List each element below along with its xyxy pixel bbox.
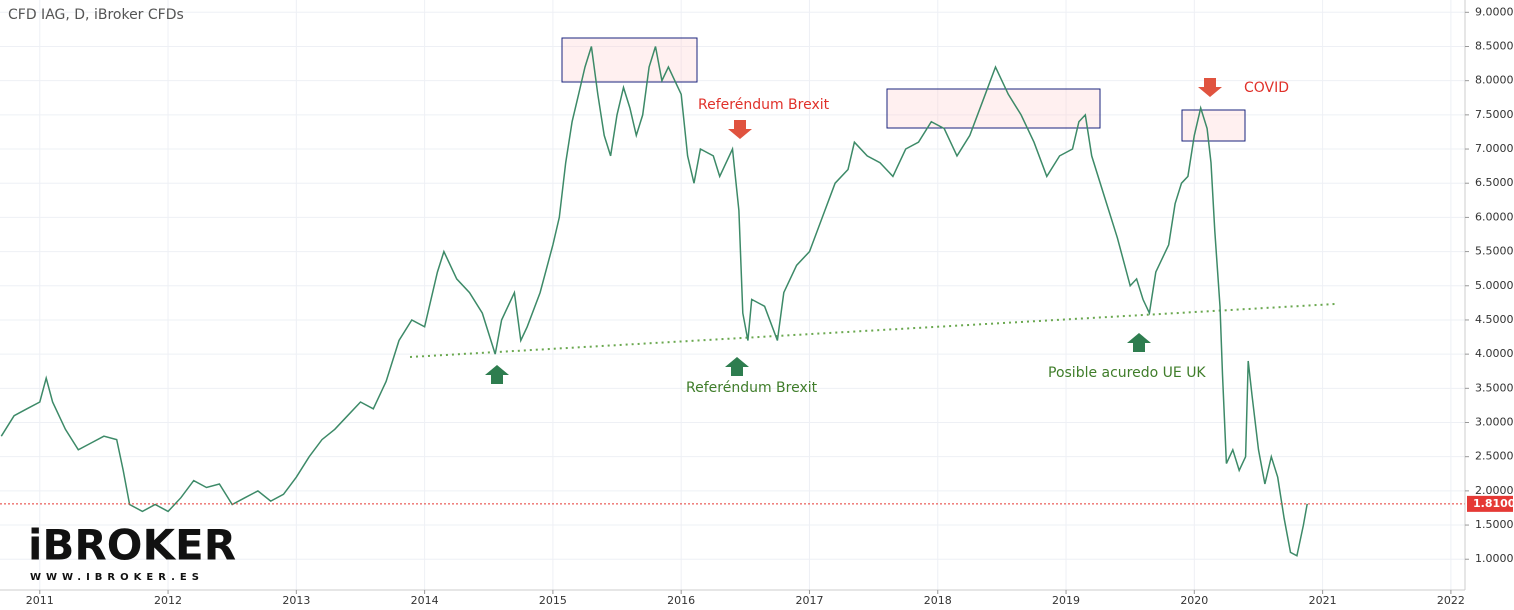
- trend-line: [409, 303, 1336, 358]
- chart-title: CFD IAG, D, iBroker CFDs: [8, 7, 184, 23]
- y-tick-label: 4.0000: [1475, 347, 1514, 360]
- y-tick-label: 6.0000: [1475, 210, 1514, 223]
- y-tick-label: 3.5000: [1475, 381, 1514, 394]
- last-price-label: 1.8100: [1473, 497, 1514, 510]
- y-tick-label: 7.0000: [1475, 142, 1514, 155]
- up-arrow: [725, 357, 749, 376]
- y-tick-label: 2.5000: [1475, 450, 1514, 463]
- x-tick-label: 2012: [154, 594, 182, 607]
- x-tick-label: 2013: [282, 594, 310, 607]
- down-arrow: [728, 120, 752, 139]
- x-tick-label: 2020: [1180, 594, 1208, 607]
- y-tick-label: 8.5000: [1475, 39, 1514, 52]
- y-tick-label: 4.5000: [1475, 313, 1514, 326]
- annotation: Referéndum Brexit: [698, 97, 830, 113]
- up-arrow: [1127, 333, 1151, 352]
- price-line: [0, 46, 1308, 557]
- y-tick-label: 6.5000: [1475, 176, 1514, 189]
- annotation: COVID: [1244, 80, 1289, 96]
- y-tick-label: 1.0000: [1475, 552, 1514, 565]
- y-tick-label: 9.0000: [1475, 5, 1514, 18]
- annotation: Referéndum Brexit: [686, 380, 818, 396]
- last-price-box: [1467, 495, 1513, 512]
- x-tick-label: 2018: [924, 594, 952, 607]
- plot: [0, 46, 1465, 557]
- arrows: [485, 78, 1222, 384]
- x-tick-label: 2021: [1309, 594, 1337, 607]
- resistance-zone: [886, 88, 1101, 129]
- x-tick-label: 2016: [667, 594, 695, 607]
- y-tick-label: 1.5000: [1475, 518, 1514, 531]
- x-tick-label: 2019: [1052, 594, 1080, 607]
- logo-url: WWW.IBROKER.ES: [30, 572, 204, 583]
- y-tick-label: 5.5000: [1475, 245, 1514, 258]
- y-tick-label: 5.0000: [1475, 279, 1514, 292]
- x-tick-label: 2022: [1437, 594, 1465, 607]
- axes: 1.0000 1.5000 2.0000 2.5000 3.0000 3.5000 4.00…: [26, 5, 1514, 607]
- resistance-zone: [1181, 109, 1246, 142]
- x-tick-label: 2017: [795, 594, 823, 607]
- annotation: Posible acuredo UE UK: [1048, 365, 1206, 381]
- logo: iBROKER: [28, 521, 236, 570]
- x-tick-label: 2015: [539, 594, 567, 607]
- x-tick-label: 2011: [26, 594, 54, 607]
- y-tick-label: 8.0000: [1475, 74, 1514, 87]
- zones: [561, 37, 1246, 142]
- y-tick-label: 3.0000: [1475, 416, 1514, 429]
- y-tick-label: 7.5000: [1475, 108, 1514, 121]
- up-arrow: [485, 365, 509, 384]
- y-tick-label: 2.0000: [1475, 484, 1514, 497]
- resistance-zone: [561, 37, 698, 83]
- x-tick-label: 2014: [411, 594, 439, 607]
- down-arrow: [1198, 78, 1222, 97]
